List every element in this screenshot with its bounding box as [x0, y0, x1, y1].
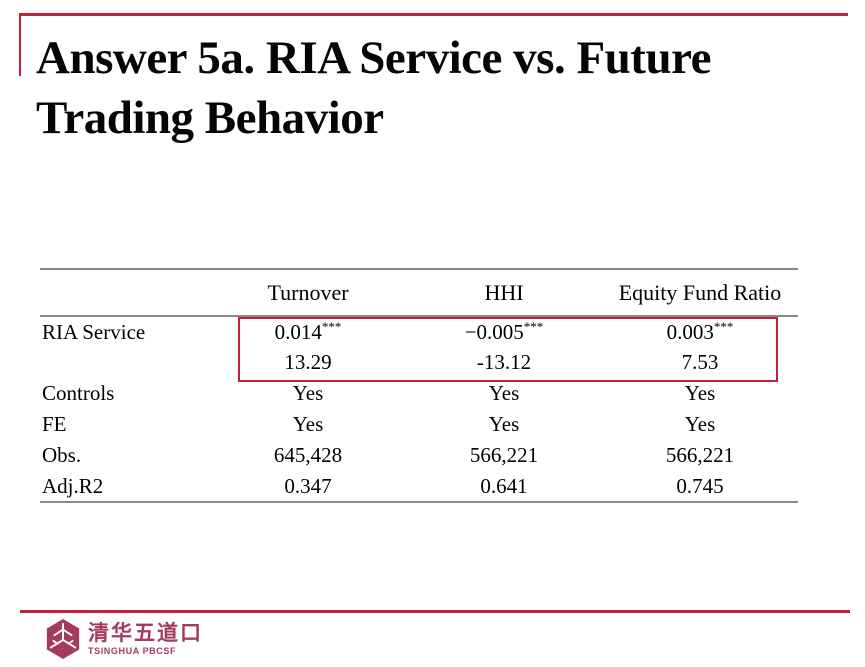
- cell-value: 0.641: [480, 473, 528, 498]
- cell-value: 13.29: [284, 350, 332, 374]
- header-hhi: HHI: [406, 269, 602, 317]
- logo-chinese-name: 清华五道口: [88, 621, 203, 645]
- header-equity-fund-ratio: Equity Fund Ratio: [602, 269, 798, 317]
- cell-value: 0.745: [676, 473, 724, 498]
- significance-stars: ***: [321, 318, 342, 334]
- cell-value: 0.014***: [274, 318, 342, 344]
- cell-value: Yes: [488, 412, 520, 436]
- significance-stars: ***: [523, 318, 544, 334]
- top-frame-line: [19, 13, 848, 16]
- slide-title: Answer 5a. RIA Service vs. Future Tradin…: [36, 28, 836, 148]
- row-label: Controls: [42, 381, 115, 405]
- logo-english-name: TSINGHUA PBCSF: [88, 646, 177, 656]
- cell-value: Yes: [292, 412, 324, 436]
- left-frame-line: [19, 13, 21, 76]
- cell-value: Yes: [488, 381, 520, 405]
- header-turnover: Turnover: [210, 269, 406, 317]
- cell-value: 0.003***: [666, 318, 734, 344]
- cell-value: 566,221: [469, 443, 539, 467]
- table-row-controls: Controls Yes Yes Yes: [40, 378, 798, 409]
- cell-value: Yes: [684, 381, 716, 405]
- cell-value: -13.12: [476, 350, 532, 374]
- cell-value: 0.347: [284, 473, 332, 498]
- results-table-container: Turnover HHI Equity Fund Ratio RIA Servi…: [40, 268, 798, 503]
- footer-line: [20, 610, 850, 613]
- table-row-adj-r2: Adj.R2 0.347 0.641 0.745: [40, 471, 798, 502]
- row-label: Obs.: [42, 443, 82, 467]
- table-row-obs: Obs. 645,428 566,221 566,221: [40, 440, 798, 471]
- table-row-ria-service-coef: RIA Service 0.014*** −0.005*** 0.003***: [40, 316, 798, 347]
- slide-title-line1: Answer 5a. RIA Service vs. Future: [36, 32, 711, 84]
- cell-value: 566,221: [665, 443, 735, 467]
- cell-value: Yes: [292, 381, 324, 405]
- regression-results-table: Turnover HHI Equity Fund Ratio RIA Servi…: [40, 268, 798, 503]
- table-row-ria-service-tstat: 13.29 -13.12 7.53: [40, 347, 798, 378]
- cell-value: Yes: [684, 412, 716, 436]
- cell-value: −0.005***: [464, 318, 544, 344]
- tsinghua-pbcsf-hexagon-icon: [46, 619, 80, 659]
- row-label: RIA Service: [42, 319, 146, 344]
- tsinghua-pbcsf-logo: 清华五道口 TSINGHUA PBCSF: [44, 618, 203, 660]
- row-label: FE: [42, 412, 67, 436]
- cell-value: 7.53: [681, 350, 719, 374]
- logo-text-block: 清华五道口 TSINGHUA PBCSF: [88, 618, 203, 656]
- cell-value: 645,428: [273, 443, 343, 467]
- slide-title-line2: Trading Behavior: [36, 92, 384, 144]
- table-row-fe: FE Yes Yes Yes: [40, 409, 798, 440]
- row-label: [40, 347, 210, 378]
- significance-stars: ***: [713, 318, 734, 334]
- table-header-row: Turnover HHI Equity Fund Ratio: [40, 269, 798, 317]
- header-empty-cell: [40, 269, 210, 317]
- row-label: Adj.R2: [42, 473, 104, 498]
